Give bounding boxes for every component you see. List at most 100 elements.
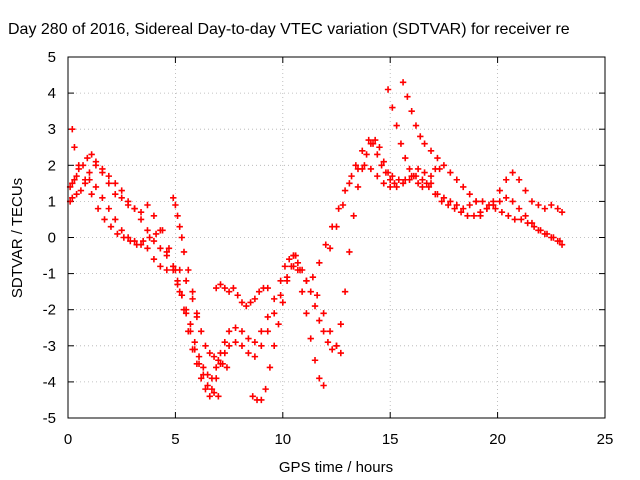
y-tick-label: -4 xyxy=(43,374,56,391)
data-point xyxy=(99,165,106,173)
data-point xyxy=(75,162,82,169)
data-point xyxy=(131,205,138,212)
data-point xyxy=(264,313,271,321)
data-point xyxy=(223,364,231,371)
data-point xyxy=(157,263,164,270)
data-point xyxy=(213,364,220,371)
data-point xyxy=(73,172,80,180)
data-point xyxy=(427,147,435,155)
data-point xyxy=(86,169,93,176)
y-tick-label: -2 xyxy=(43,302,56,319)
data-point xyxy=(159,227,166,234)
data-point xyxy=(515,176,523,183)
data-point xyxy=(187,320,194,328)
data-point xyxy=(313,292,321,299)
data-point xyxy=(215,393,222,400)
data-point xyxy=(472,198,480,205)
data-point xyxy=(460,205,467,212)
data-point xyxy=(275,320,282,328)
data-point xyxy=(277,277,284,285)
data-point xyxy=(245,335,252,342)
data-point xyxy=(77,187,85,194)
data-point xyxy=(522,212,529,220)
chart-title: Day 280 of 2016, Sidereal Day-to-day VTE… xyxy=(8,21,570,38)
data-point xyxy=(174,277,181,285)
data-point xyxy=(118,187,125,194)
data-point xyxy=(249,393,256,400)
data-point xyxy=(210,353,218,360)
data-point xyxy=(204,382,211,389)
data-point xyxy=(84,154,91,162)
data-point xyxy=(281,263,289,270)
data-point xyxy=(419,176,426,183)
data-point xyxy=(535,201,542,209)
data-point xyxy=(118,194,125,201)
y-tick-label: 0 xyxy=(48,230,56,247)
data-point xyxy=(483,205,491,212)
data-point xyxy=(200,371,207,378)
data-point xyxy=(271,295,278,303)
data-point xyxy=(391,180,398,187)
data-point xyxy=(294,259,302,266)
data-point xyxy=(326,328,334,335)
data-point xyxy=(393,122,400,129)
data-point xyxy=(213,284,220,292)
data-point xyxy=(322,241,329,248)
data-point xyxy=(232,338,239,346)
data-point xyxy=(352,162,360,169)
data-point xyxy=(69,180,76,187)
data-point xyxy=(150,255,158,263)
data-point xyxy=(191,338,198,346)
data-point xyxy=(320,310,327,317)
data-point xyxy=(518,216,525,223)
data-point xyxy=(238,299,246,306)
x-tick-label: 20 xyxy=(489,431,506,448)
data-point xyxy=(307,288,314,295)
data-point xyxy=(152,230,160,238)
data-point xyxy=(490,198,497,205)
data-point xyxy=(69,126,76,133)
data-point xyxy=(412,122,420,129)
data-point xyxy=(528,198,536,205)
data-point xyxy=(346,248,353,256)
data-point xyxy=(414,165,422,173)
y-tick-label: -5 xyxy=(43,410,56,427)
data-point xyxy=(528,219,536,227)
data-point xyxy=(466,201,473,209)
data-point xyxy=(163,252,171,259)
data-point xyxy=(251,295,259,303)
data-point xyxy=(245,349,252,357)
data-point xyxy=(206,393,213,400)
data-point xyxy=(387,183,394,191)
data-point xyxy=(447,198,454,205)
data-point xyxy=(333,223,340,230)
data-point xyxy=(88,190,95,198)
data-point xyxy=(238,342,246,349)
data-point xyxy=(397,140,405,147)
data-point xyxy=(505,212,512,220)
data-point xyxy=(376,144,383,151)
data-point xyxy=(210,389,218,396)
data-point xyxy=(417,133,424,140)
data-point xyxy=(447,169,454,176)
data-point xyxy=(225,288,233,295)
data-point xyxy=(466,190,473,198)
data-point xyxy=(389,172,396,180)
data-point xyxy=(230,284,237,292)
data-point xyxy=(208,385,216,393)
y-tick-label: 5 xyxy=(48,49,56,66)
data-point xyxy=(464,212,471,220)
data-point xyxy=(185,328,192,335)
data-point xyxy=(180,306,188,313)
data-point xyxy=(320,382,327,389)
data-point xyxy=(427,172,435,180)
data-point xyxy=(294,266,302,274)
data-point xyxy=(144,245,151,252)
data-point xyxy=(316,259,323,266)
data-point xyxy=(144,227,151,234)
data-point xyxy=(69,194,76,201)
data-point xyxy=(380,158,387,165)
data-point xyxy=(509,169,516,176)
data-point xyxy=(219,360,226,368)
